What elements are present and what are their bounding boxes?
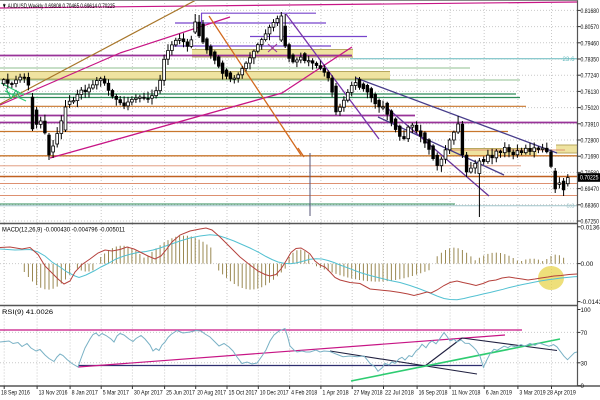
svg-text:23.6: 23.6 (563, 56, 575, 63)
svg-text:30 Apr 2017: 30 Apr 2017 (134, 390, 163, 397)
svg-text:6 Jan 2019: 6 Jan 2019 (486, 390, 513, 397)
svg-text:1 Apr 2018: 1 Apr 2018 (322, 390, 349, 397)
svg-text:100: 100 (581, 307, 592, 314)
svg-text:0.81680: 0.81680 (581, 8, 600, 15)
svg-text:0.00: 0.00 (581, 261, 594, 268)
svg-text:5 Mar 2017: 5 Mar 2017 (103, 390, 130, 397)
svg-text:MACD(12,26,9) -0.000430 -0.004: MACD(12,26,9) -0.000430 -0.004796 -0.005… (2, 227, 125, 234)
svg-text:0: 0 (581, 383, 585, 390)
svg-text:3 Mar 2019: 3 Mar 2019 (519, 390, 546, 397)
svg-text:0.79460: 0.79460 (581, 40, 600, 47)
svg-text:▼ AUDUSD,Weekly 0.69808 0.70: ▼ AUDUSD,Weekly 0.69808 0.70465 0.69614 … (2, 3, 115, 10)
svg-text:0.68360: 0.68360 (581, 202, 600, 209)
svg-text:10 Dec 2017: 10 Dec 2017 (260, 390, 289, 397)
svg-text:25 Jun 2017: 25 Jun 2017 (166, 390, 195, 397)
svg-text:4 Feb 2018: 4 Feb 2018 (291, 390, 318, 397)
svg-text:0.72800: 0.72800 (581, 138, 600, 145)
svg-text:28 Apr 2019: 28 Apr 2019 (547, 390, 576, 397)
svg-text:RSI(9) 41.0026: RSI(9) 41.0026 (2, 309, 53, 316)
svg-text:22 Jul 2018: 22 Jul 2018 (385, 390, 414, 397)
svg-text:0.75020: 0.75020 (581, 105, 600, 112)
svg-text:27 May 2018: 27 May 2018 (354, 390, 383, 397)
svg-text:20 Aug 2017: 20 Aug 2017 (197, 390, 226, 397)
svg-text:30: 30 (581, 360, 588, 367)
svg-text:15 Oct 2017: 15 Oct 2017 (229, 390, 258, 397)
svg-text:-0.014396: -0.014396 (581, 299, 600, 306)
svg-text:0.80570: 0.80570 (581, 24, 600, 31)
svg-text:0.67250: 0.67250 (581, 219, 600, 226)
svg-text:0.013611: 0.013611 (581, 224, 600, 231)
svg-text:70: 70 (581, 330, 588, 337)
svg-text:0.73910: 0.73910 (581, 121, 600, 128)
svg-text:0.78350: 0.78350 (581, 57, 600, 64)
svg-text:11 Nov 2018: 11 Nov 2018 (452, 390, 481, 397)
svg-text:16 Sep 2018: 16 Sep 2018 (419, 390, 448, 397)
svg-text:0.77240: 0.77240 (581, 73, 600, 80)
svg-text:0.69470: 0.69470 (581, 186, 600, 193)
svg-text:0.0: 0.0 (567, 203, 575, 210)
svg-text:8 Jan 2017: 8 Jan 2017 (72, 390, 99, 397)
svg-text:0.76130: 0.76130 (581, 89, 600, 96)
svg-text:0.70225: 0.70225 (580, 175, 599, 182)
svg-text:18 Sep 2016: 18 Sep 2016 (1, 390, 30, 397)
svg-text:0.71690: 0.71690 (581, 154, 600, 161)
svg-text:13 Nov 2016: 13 Nov 2016 (39, 390, 68, 397)
